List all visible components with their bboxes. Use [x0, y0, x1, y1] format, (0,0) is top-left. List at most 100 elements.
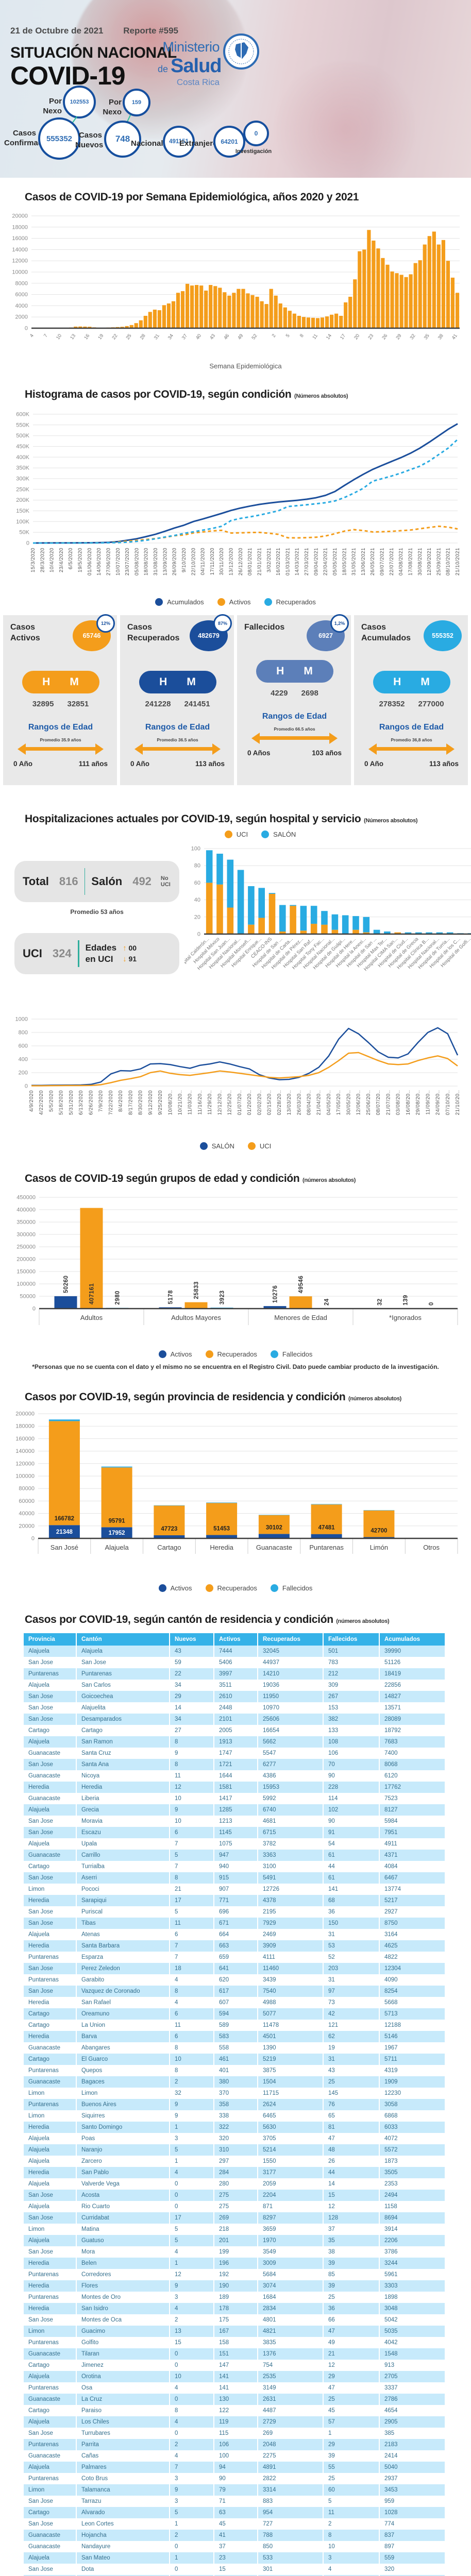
svg-text:10/07/2020: 10/07/2020: [115, 548, 121, 575]
table-row: San Jose Perez Zeledon 18 641 11460 203 12304: [23, 1963, 445, 1974]
weekly-cases-chart: 0 2000 4000 6000 8000 10000 12000 14000 16000 180…: [3, 209, 471, 375]
svg-text:08/10/2021: 08/10/2021: [446, 548, 451, 575]
svg-text:23: 23: [367, 333, 375, 341]
svg-text:02/15/20..: 02/15/20..: [267, 1090, 273, 1115]
svg-text:5178: 5178: [168, 1290, 174, 1304]
svg-text:4000: 4000: [15, 303, 28, 309]
por-nexo-2-circle: 159: [123, 89, 150, 116]
svg-text:40: 40: [194, 897, 200, 903]
svg-text:80000: 80000: [19, 1486, 35, 1492]
table-row: Alajuela Atenas 6 664 2469 31 3164: [23, 1929, 445, 1940]
svg-text:42700: 42700: [371, 1528, 387, 1534]
card-hm-values: 278352 277000: [379, 699, 444, 708]
card-percent-badge: 1,2%: [330, 614, 349, 633]
svg-text:04/11/2020: 04/11/2020: [200, 548, 206, 575]
table-row: Cartago Oreamuno 6 594 5077 42 5713: [23, 2008, 445, 2020]
svg-text:160000: 160000: [15, 1436, 35, 1442]
card-percent-badge: 12%: [96, 614, 115, 633]
table-row: Alajuela Valverde Vega 0 280 2059 14 2353: [23, 2178, 445, 2190]
provinces-section: Casos por COVID-19, según provincia de r…: [0, 1391, 471, 1592]
svg-text:26/12/2020: 26/12/2020: [238, 548, 244, 575]
card-value-bubble: 6927 1,2%: [307, 614, 349, 651]
table-row: Puntarenas Coto Brus 3 90 2822 25 2937: [23, 2473, 445, 2484]
svg-text:1000: 1000: [15, 1016, 28, 1023]
svg-text:16/02/2021: 16/02/2021: [276, 548, 281, 575]
svg-text:13/12/2020: 13/12/2020: [229, 548, 234, 575]
svg-text:250000: 250000: [16, 1244, 36, 1250]
condition-chart-title: Histograma de casos por COVID-19, según …: [25, 388, 292, 400]
svg-text:29: 29: [395, 333, 402, 341]
svg-text:12/09/2021: 12/09/2021: [427, 548, 432, 575]
svg-text:22/07/2021: 22/07/2021: [389, 548, 395, 575]
svg-text:21/01/2021: 21/01/2021: [257, 548, 263, 575]
svg-text:5/5/2020: 5/5/2020: [49, 1090, 55, 1112]
table-row: Heredia Belen 1 196 3009 39 3244: [23, 2258, 445, 2269]
table-row: San Jose Vazquez de Coronado 8 617 7540 97 825…: [23, 1986, 445, 1997]
condition-chart-legend: Acumulados Activos Recuperados: [0, 598, 471, 606]
table-row: Puntarenas Puntarenas 22 3997 14210 212 18419: [23, 1668, 445, 1680]
card-age-range: 0 Años 103 años: [247, 749, 342, 757]
age-groups-svg: 0 50000 100000 150000 200000 250000 300000 3500…: [16, 1195, 458, 1325]
nacionales-circle: 491151: [163, 126, 195, 158]
table-row: Puntarenas Montes de Oro 3 189 1684 25 1898: [23, 2292, 445, 2303]
card-value-bubble: 482679 87%: [190, 614, 232, 651]
age-range-arrow-icon: [368, 743, 455, 755]
legend-item-salón: SALÓN: [261, 831, 296, 838]
svg-text:27/03/2021: 27/03/2021: [304, 548, 310, 575]
svg-text:11: 11: [311, 333, 319, 340]
ministry-country: Costa Rica: [176, 77, 220, 87]
svg-text:21/04/20..: 21/04/20..: [316, 1090, 322, 1115]
table-row: OtroOtro086475660: [23, 2575, 445, 2576]
table-row: Guanacaste La Cruz 0 130 2631 25 2786: [23, 2394, 445, 2405]
svg-text:46: 46: [223, 333, 230, 341]
table-row: San Jose Goicoechea 29 2610 11950 267 14827: [23, 1691, 445, 1702]
investigacion-circle: 0: [243, 121, 269, 146]
svg-text:Heredia: Heredia: [210, 1544, 233, 1551]
svg-text:300000: 300000: [16, 1232, 36, 1238]
svg-text:17/08/2021: 17/08/2021: [408, 548, 413, 575]
table-row: Guanacaste Hojancha 2 41 788 8 837: [23, 2530, 445, 2541]
table-row: San Jose Santa Ana 8 1721 6277 70 8068: [23, 1759, 445, 1770]
svg-text:24: 24: [324, 1298, 330, 1306]
svg-text:60: 60: [194, 880, 200, 886]
svg-text:07/10/20..: 07/10/20..: [445, 1090, 451, 1115]
legend-dot-icon: [199, 1142, 208, 1150]
svg-text:30/08/2021: 30/08/2021: [417, 548, 423, 575]
hospitals-stacked-chart: 0 20 40 60 80 100 Hospital Calderón... Hospital…: [176, 840, 471, 1013]
svg-text:38: 38: [437, 333, 445, 341]
svg-text:140000: 140000: [15, 1448, 35, 1454]
svg-text:6000: 6000: [15, 292, 28, 298]
card-hm-values: 4229 2698: [271, 688, 318, 698]
hosp-uci-card: UCI 324 Edades en UCI ↑ 00 ↓ 91: [14, 933, 180, 974]
svg-text:Semana Epidemiológica: Semana Epidemiológica: [209, 362, 282, 370]
svg-text:16000: 16000: [12, 235, 28, 242]
svg-text:407161: 407161: [89, 1283, 95, 1304]
legend-dot-icon: [264, 598, 272, 606]
svg-text:50K: 50K: [19, 530, 29, 536]
table-row: Alajuela San Mateo 1 23 533 3 559: [23, 2552, 445, 2564]
svg-text:35: 35: [423, 333, 431, 341]
ministry-seal: [223, 33, 260, 73]
hosp-trend-legend: SALÓN UCI: [0, 1142, 471, 1150]
por-nexo-label-1: Por Nexo: [43, 97, 62, 115]
svg-text:32: 32: [409, 333, 417, 341]
svg-text:2: 2: [271, 333, 277, 338]
svg-text:26/09/2020: 26/09/2020: [172, 548, 178, 575]
table-row: San Jose Alajuelita 14 2448 10970 153 13571: [23, 1702, 445, 1714]
svg-text:17952: 17952: [109, 1530, 125, 1536]
table-row: Guanacaste Abangares 8 558 1390 19 1967: [23, 2042, 445, 2054]
table-row: Limon Matina 5 218 3659 37 3914: [23, 2224, 445, 2235]
table-row: Limon Pococi 21 907 12726 141 13774: [23, 1884, 445, 1895]
table-row: Alajuela Palmares 7 94 4891 55 5040: [23, 2462, 445, 2473]
svg-text:49546: 49546: [298, 1276, 305, 1293]
svg-text:18/08/2020: 18/08/2020: [144, 548, 149, 575]
svg-text:01/03/2021: 01/03/2021: [285, 548, 291, 575]
legend-dot-icon: [158, 1584, 166, 1592]
svg-text:47723: 47723: [161, 1526, 177, 1532]
svg-text:51453: 51453: [213, 1526, 230, 1532]
svg-text:7/22/2020: 7/22/2020: [108, 1090, 114, 1115]
table-row: Alajuela Grecia 9 1285 6740 102 8127: [23, 1804, 445, 1816]
